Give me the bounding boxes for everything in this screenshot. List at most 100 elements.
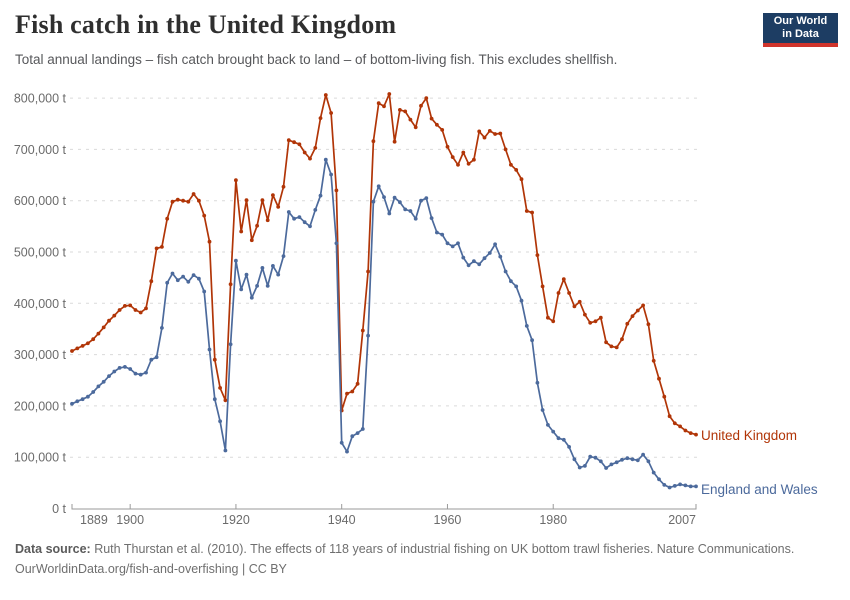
data-point[interactable] [355,381,360,386]
data-point[interactable] [323,157,328,162]
data-point[interactable] [540,284,545,289]
data-point[interactable] [334,241,339,246]
data-point[interactable] [450,155,455,160]
data-point[interactable] [86,394,90,399]
data-point[interactable] [456,162,460,167]
data-point[interactable] [662,394,667,399]
data-point[interactable] [265,218,270,223]
data-point[interactable] [472,259,476,264]
data-point[interactable] [614,345,619,350]
data-point[interactable] [657,376,661,381]
data-point[interactable] [567,291,571,295]
data-point[interactable] [292,216,296,221]
data-point[interactable] [530,338,534,343]
legend-label-england-and-wales[interactable]: England and Wales [701,482,818,497]
data-point[interactable] [117,308,122,312]
data-point[interactable] [419,103,423,108]
data-point[interactable] [688,484,693,489]
data-point[interactable] [207,347,212,352]
data-point[interactable] [408,209,413,213]
data-point[interactable] [461,255,466,260]
data-point[interactable] [165,280,170,285]
data-point[interactable] [445,241,450,246]
data-point[interactable] [112,369,117,374]
data-point[interactable] [678,424,682,429]
data-point[interactable] [249,295,254,300]
data-point[interactable] [657,477,661,482]
data-point[interactable] [561,277,566,282]
data-point[interactable] [144,306,148,311]
data-point[interactable] [181,274,186,279]
data-point[interactable] [487,251,492,255]
data-point[interactable] [276,205,281,209]
data-point[interactable] [651,358,656,363]
data-point[interactable] [70,401,74,406]
data-point[interactable] [223,398,228,403]
data-point[interactable] [482,256,487,261]
data-point[interactable] [641,303,645,308]
data-point[interactable] [339,440,344,445]
data-point[interactable] [160,326,164,330]
data-point[interactable] [604,466,608,470]
data-point[interactable] [509,279,513,284]
data-point[interactable] [228,342,233,347]
data-point[interactable] [667,485,672,490]
data-point[interactable] [255,284,259,288]
data-point[interactable] [70,349,74,353]
data-point[interactable] [138,372,143,377]
data-point[interactable] [641,452,645,457]
data-point[interactable] [620,457,624,462]
data-point[interactable] [350,389,355,394]
owid-logo[interactable]: Our World in Data [763,13,838,47]
data-point[interactable] [609,462,614,467]
data-point[interactable] [218,386,223,390]
data-point[interactable] [360,328,365,333]
data-point[interactable] [392,195,397,200]
data-point[interactable] [419,198,423,203]
data-point[interactable] [667,414,672,419]
data-point[interactable] [514,168,519,172]
data-point[interactable] [260,266,265,270]
data-point[interactable] [107,318,111,323]
data-point[interactable] [212,357,217,362]
data-point[interactable] [191,192,196,196]
data-point[interactable] [223,448,228,453]
data-point[interactable] [487,129,492,133]
data-point[interactable] [477,262,482,267]
data-point[interactable] [519,298,524,303]
data-point[interactable] [123,304,127,308]
data-point[interactable] [683,428,688,433]
data-point[interactable] [228,282,233,287]
data-point[interactable] [482,135,487,140]
data-point[interactable] [181,198,186,203]
data-point[interactable] [435,122,439,127]
data-point[interactable] [672,484,677,488]
data-point[interactable] [75,346,80,351]
data-point[interactable] [123,365,127,369]
data-point[interactable] [149,279,154,284]
data-point[interactable] [524,324,529,328]
data-point[interactable] [403,207,408,212]
data-point[interactable] [297,142,302,147]
data-point[interactable] [466,263,471,268]
data-point[interactable] [493,132,497,136]
data-point[interactable] [551,429,556,434]
data-point[interactable] [186,279,191,284]
data-point[interactable] [588,320,593,325]
data-point[interactable] [96,384,101,389]
data-point[interactable] [435,230,439,235]
data-point[interactable] [101,325,106,330]
data-point[interactable] [403,109,408,114]
data-point[interactable] [329,172,333,177]
data-point[interactable] [366,269,370,274]
data-point[interactable] [334,188,339,193]
owid-url-link[interactable]: OurWorldinData.org/fish-and-overfishing [15,562,239,576]
data-point[interactable] [239,229,244,234]
data-point[interactable] [160,245,164,249]
data-point[interactable] [535,253,540,257]
data-point[interactable] [546,315,550,320]
data-point[interactable] [683,483,688,488]
data-point[interactable] [577,299,582,304]
data-point[interactable] [175,197,180,202]
data-point[interactable] [302,220,307,225]
